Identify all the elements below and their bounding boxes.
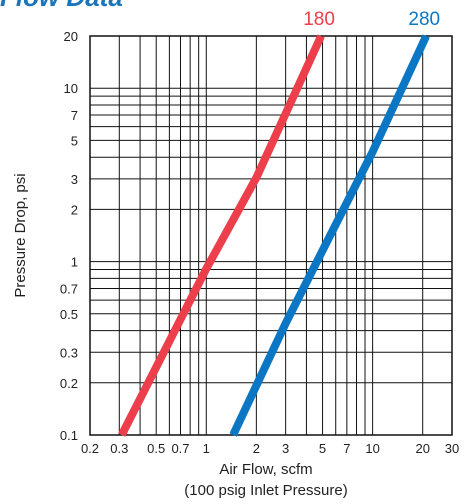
page-title: Flow Data <box>0 0 123 13</box>
x-tick-label: 30 <box>445 441 459 456</box>
x-tick-label: 0.3 <box>110 441 128 456</box>
x-tick-label: 3 <box>282 441 289 456</box>
series-lines <box>118 34 430 437</box>
y-tick-label: 0.7 <box>60 281 78 296</box>
y-tick-label: 10 <box>64 81 78 96</box>
x-tick-label: 0.2 <box>81 441 99 456</box>
y-tick-label: 0.5 <box>60 307 78 322</box>
series-line-180 <box>118 34 325 437</box>
y-tick-label: 0.1 <box>60 428 78 443</box>
y-tick-label: 3 <box>71 172 78 187</box>
y-tick-label: 5 <box>71 133 78 148</box>
y-tick-label: 2 <box>71 202 78 217</box>
x-axis-subtitle: (100 psig Inlet Pressure) <box>184 482 347 499</box>
x-tick-label: 2 <box>253 441 260 456</box>
y-tick-label: 0.2 <box>60 376 78 391</box>
x-tick-label: 7 <box>343 441 350 456</box>
x-tick-label: 10 <box>365 441 379 456</box>
x-tick-label: 0.5 <box>147 441 165 456</box>
y-tick-label: 7 <box>71 108 78 123</box>
y-tick-label: 0.3 <box>60 345 78 360</box>
grid <box>90 36 452 435</box>
x-axis-title: Air Flow, scfm <box>219 461 312 478</box>
x-tick-label: 1 <box>203 441 210 456</box>
series-label-180: 180 <box>303 9 335 30</box>
y-tick-labels: 0.1 0.2 0.3 0.5 0.7 1 2 3 5 7 10 20 <box>60 29 78 443</box>
series-line-280 <box>229 34 430 437</box>
series-label-280: 280 <box>408 9 440 30</box>
y-tick-label: 20 <box>64 29 78 44</box>
y-axis-title: Pressure Drop, psi <box>12 173 29 297</box>
x-tick-label: 20 <box>415 441 429 456</box>
x-tick-labels: 0.2 0.3 0.5 0.7 1 2 3 5 7 10 20 30 <box>81 441 459 456</box>
plot-frame <box>89 35 453 436</box>
y-tick-label: 1 <box>71 255 78 270</box>
x-tick-label: 0.7 <box>171 441 189 456</box>
x-tick-label: 5 <box>319 441 326 456</box>
